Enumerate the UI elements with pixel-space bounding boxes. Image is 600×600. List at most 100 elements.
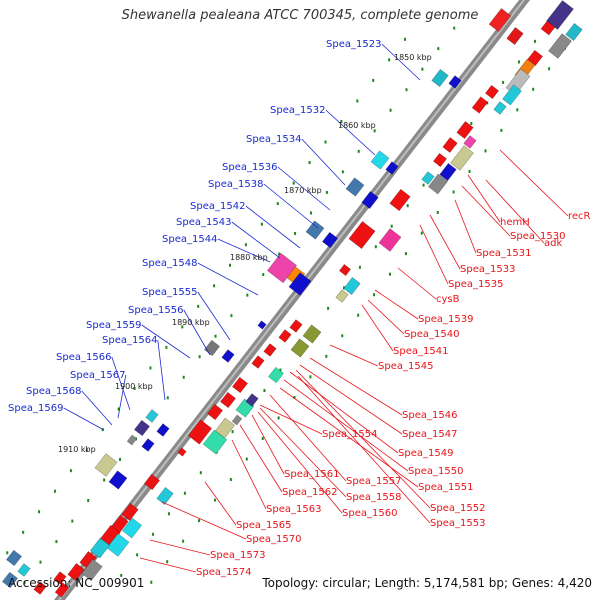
gene-feature [251,355,265,369]
gene-label: hemH [500,217,530,228]
gene-label: Spea_1530 [510,231,565,242]
leader-line [183,309,211,356]
leader-line [239,424,283,493]
gene-feature [202,429,228,455]
gene-label: Spea_1548 [142,258,197,269]
gene-label: Spea_1531 [476,248,531,259]
tick-mark [436,211,439,215]
leader-line [149,539,211,556]
gene-label: Spea_1541 [393,346,448,357]
tick-mark [231,430,234,434]
tick-mark [453,26,456,30]
gene-label: Spea_1543 [176,217,231,228]
gene-feature [335,289,349,303]
tick-mark [149,366,152,370]
gene-feature [502,84,522,106]
gene-label: cysB [436,294,460,305]
tick-mark [85,448,88,452]
tick-mark [420,231,423,235]
tick-mark [468,169,471,173]
leader-line [204,481,237,526]
gene-feature [144,473,160,491]
leader-line [117,374,127,419]
tick-mark [276,202,279,206]
gene-features [2,0,583,598]
tick-mark [484,149,487,153]
gene-feature [81,558,103,582]
gene-feature [361,191,379,209]
gene-feature [448,75,462,89]
gene-feature [204,339,220,357]
leader-line [309,357,403,416]
tick-mark [245,457,248,461]
tick-mark [405,88,408,92]
tick-mark [263,389,266,393]
tick-mark [23,581,26,585]
gene-feature [339,264,351,276]
tick-mark [22,530,25,534]
leader-line [381,43,421,81]
leader-line [161,501,247,540]
leader-line [329,344,379,367]
tick-mark [117,407,120,411]
tick-mark [6,551,9,555]
label-leader-lines [63,43,569,573]
tick-mark [404,37,407,41]
tick-mark [166,560,169,564]
leader-line [283,379,409,472]
leader-line [259,407,347,498]
gene-feature [220,391,236,409]
leader-line [397,267,437,300]
gene-feature [463,135,477,149]
tick-mark [69,469,72,473]
tick-mark [452,190,455,194]
tick-mark [261,436,264,440]
tick-mark [327,306,330,310]
gene-feature [145,409,159,423]
tick-mark [279,368,282,372]
tick-mark [372,78,375,82]
gene-label: Spea_1534 [246,134,301,145]
leader-line [245,205,301,249]
tick-mark [183,491,186,495]
gene-feature [268,366,284,384]
leader-line [251,414,285,475]
gene-feature [456,121,474,139]
gene-feature [278,329,292,343]
backbone-ticks [6,19,567,585]
gene-feature [421,171,435,185]
tick-mark [390,224,393,228]
gene-feature [90,537,110,559]
gene-feature [108,470,128,490]
tick-mark [246,293,249,297]
gene-feature [322,231,338,249]
tick-mark [404,252,407,256]
tick-mark [152,532,155,536]
tick-mark [229,263,232,267]
tick-mark [87,499,90,503]
gene-label: Spea_1546 [402,410,457,421]
leader-line [139,557,197,573]
gene-label: Spea_1533 [460,264,515,275]
tick-mark [357,149,360,153]
leader-line [461,185,511,237]
gene-label: Spea_1553 [430,518,485,529]
tick-mark [197,304,200,308]
gene-label: Spea_1556 [128,305,183,316]
gene-labels: 1850 kbp 1860 kbp 1870 kbp 1880 kbp 1890 kbp… [8,39,591,578]
leader-line [231,439,267,510]
leader-line [499,149,569,217]
tick-mark [500,128,503,132]
gene-feature [348,221,376,249]
leader-line [297,375,431,524]
leader-line [269,394,347,482]
gene-label: Spea_1536 [222,162,277,173]
tick-mark [293,395,296,399]
tick-mark [294,231,297,235]
leader-line [157,339,166,401]
tick-mark [167,512,170,516]
gene-label: Spea_1538 [208,179,263,190]
tick-mark [136,553,139,557]
tick-mark [165,345,168,349]
